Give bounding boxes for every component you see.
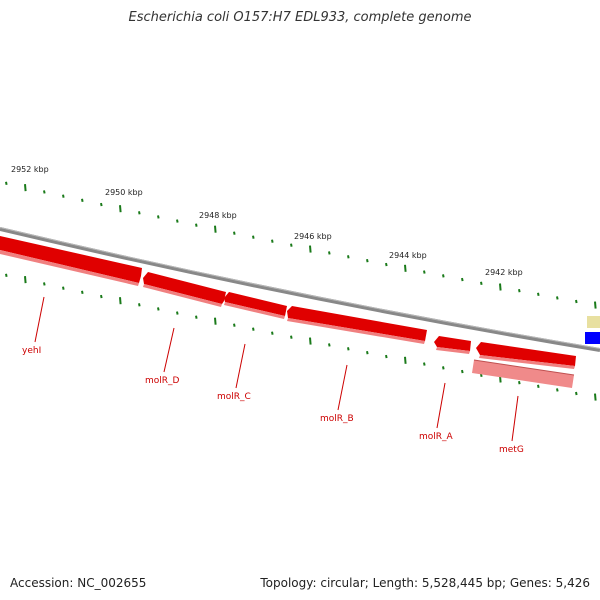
tick-label: 2944 kbp [389, 251, 427, 260]
inner-tick [518, 380, 521, 385]
outer-tick [233, 231, 236, 235]
inner-tick [594, 393, 597, 401]
gene-molR_B[interactable] [287, 306, 427, 344]
outer-tick [556, 296, 559, 300]
outer-ticks [5, 181, 597, 309]
outer-tick [309, 245, 312, 253]
leader-yehI [34, 296, 45, 343]
inner-tick [423, 362, 426, 366]
outer-tick [157, 215, 160, 219]
label-molR_C: molR_C [217, 392, 251, 402]
inner-tick [309, 337, 312, 345]
inner-tick [556, 388, 559, 392]
inner-tick [5, 273, 8, 278]
inner-tick [461, 369, 464, 374]
map-title: Escherichia coli O157:H7 EDL933, complet… [128, 10, 472, 25]
outer-tick [366, 259, 369, 263]
inner-tick [43, 282, 46, 286]
outer-tick [138, 211, 141, 215]
topology-summary: Topology: circular; Length: 5,528,445 bp… [260, 576, 590, 590]
gene-metG[interactable] [472, 342, 576, 388]
inner-tick [176, 311, 179, 315]
inner-tick [195, 315, 198, 319]
inner-tick [233, 323, 236, 327]
outer-tick [24, 184, 27, 192]
inner-tick [138, 303, 141, 307]
inner-tick [81, 290, 84, 295]
feature-blue-marker [585, 332, 600, 344]
outer-tick [385, 262, 388, 267]
inner-tick [537, 384, 540, 388]
tick-label: 2948 kbp [199, 211, 237, 220]
inner-tick [328, 343, 331, 347]
inner-tick [347, 347, 350, 351]
outer-tick [594, 301, 597, 309]
inner-tick [442, 366, 445, 370]
inner-tick [271, 331, 274, 335]
outer-tick [518, 288, 521, 293]
gene-molR_D[interactable] [143, 272, 226, 307]
inner-tick [385, 354, 388, 359]
outer-tick [347, 255, 350, 259]
tick-label: 2950 kbp [105, 188, 143, 197]
outer-tick [442, 274, 445, 278]
outer-tick [423, 270, 426, 274]
label-yehI: yehI [22, 346, 41, 356]
outer-tick [328, 251, 331, 255]
label-metG: metG [499, 445, 524, 455]
inner-tick [62, 286, 65, 290]
outer-tick [252, 235, 255, 239]
tick-label: 2942 kbp [485, 268, 523, 277]
gene-molR_C[interactable] [224, 292, 287, 319]
inner-tick [119, 297, 122, 305]
inner-tick [24, 276, 27, 284]
outer-tick [195, 223, 198, 227]
tick-label: 2952 kbp [11, 165, 49, 174]
label-molR_B: molR_B [320, 414, 354, 424]
outer-tick [119, 205, 122, 213]
inner-tick [290, 335, 293, 339]
label-molR_D: molR_D [145, 376, 180, 386]
outer-tick [100, 202, 103, 207]
outer-tick [62, 194, 65, 198]
outer-tick [81, 198, 84, 203]
leader-molR_B [337, 364, 348, 411]
inner-ticks [5, 273, 597, 401]
tick-labels: 2952 kbp 2950 kbp 2948 kbp 2946 kbp 2944 kbp… [11, 165, 523, 277]
genome-backbone [0, 227, 600, 352]
outer-tick [176, 219, 179, 223]
feature-yellow-marker [587, 316, 600, 328]
leader-molR_A [436, 382, 446, 429]
leader-molR_C [235, 343, 246, 389]
inner-tick [214, 317, 217, 325]
inner-tick [157, 307, 160, 311]
outer-tick [575, 299, 578, 304]
inner-tick [404, 356, 407, 364]
outer-tick [214, 225, 217, 233]
tick-label: 2946 kbp [294, 232, 332, 241]
inner-tick [252, 327, 255, 331]
leader-molR_D [163, 327, 175, 373]
gene-yehI[interactable] [0, 236, 142, 286]
label-molR_A: molR_A [419, 432, 454, 442]
inner-tick [100, 294, 103, 299]
leader-metG [511, 395, 519, 442]
outer-tick [271, 239, 274, 243]
inner-tick [575, 391, 578, 396]
outer-tick [5, 181, 8, 186]
genome-backbone-highlight [0, 227, 600, 349]
inner-tick [366, 351, 369, 355]
outer-tick [461, 277, 464, 282]
outer-tick [480, 281, 483, 286]
accession-text: Accession: NC_002655 [10, 576, 147, 590]
outer-tick [290, 243, 293, 247]
outer-tick [499, 283, 502, 291]
outer-tick [43, 190, 46, 194]
outer-tick [404, 264, 407, 272]
outer-tick [537, 292, 540, 296]
gene-molR_A[interactable] [434, 336, 471, 354]
